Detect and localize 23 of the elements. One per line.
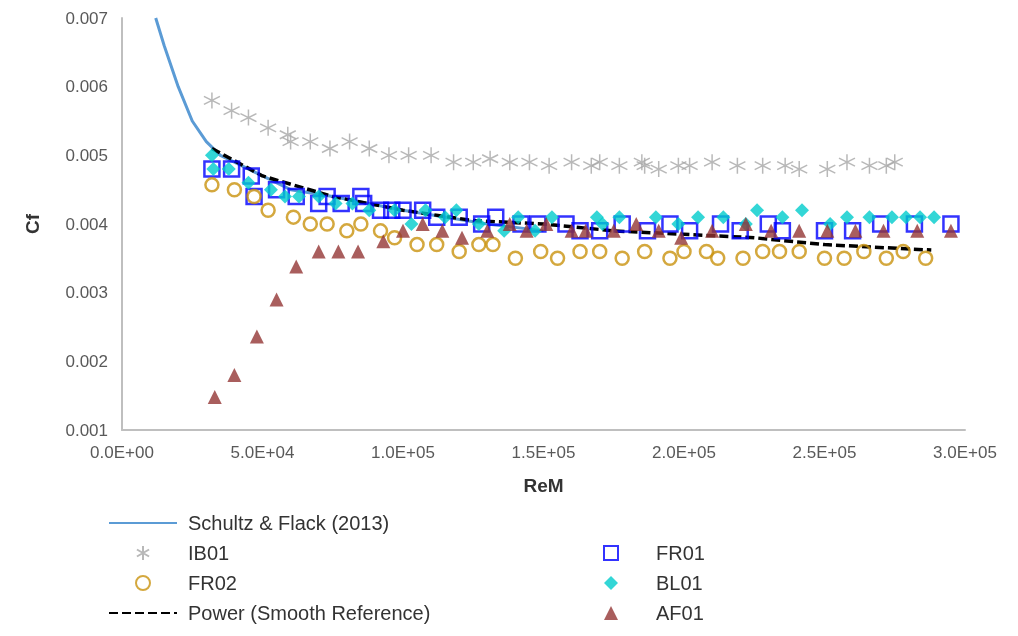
x-tick-label: 2.0E+05 (652, 443, 716, 462)
legend-label: FR01 (656, 542, 705, 564)
y-tick-label: 0.002 (65, 351, 108, 371)
y-tick-label: 0.004 (65, 214, 108, 234)
x-tick-label: 1.0E+05 (371, 443, 435, 462)
x-tick-label: 0.0E+00 (90, 443, 154, 462)
legend-label: Power (Smooth Reference) (188, 602, 431, 624)
x-tick-label: 2.5E+05 (792, 443, 857, 462)
y-tick-label: 0.001 (65, 420, 108, 440)
x-tick-label: 3.0E+05 (933, 443, 997, 462)
legend-label: AF01 (656, 602, 704, 624)
legend-label: Schultz & Flack (2013) (188, 512, 390, 534)
x-axis-title: ReM (523, 475, 564, 496)
x-tick-label: 1.5E+05 (511, 443, 576, 462)
y-axis-title: Cf (22, 213, 43, 235)
y-tick-label: 0.003 (65, 283, 108, 303)
x-tick-label: 5.0E+04 (230, 443, 295, 462)
legend-label: BL01 (656, 572, 703, 594)
legend-label: FR02 (188, 572, 237, 594)
y-tick-label: 0.006 (65, 77, 108, 97)
y-tick-label: 0.007 (65, 8, 108, 28)
legend-label: IB01 (188, 542, 230, 564)
y-tick-label: 0.005 (65, 145, 108, 165)
